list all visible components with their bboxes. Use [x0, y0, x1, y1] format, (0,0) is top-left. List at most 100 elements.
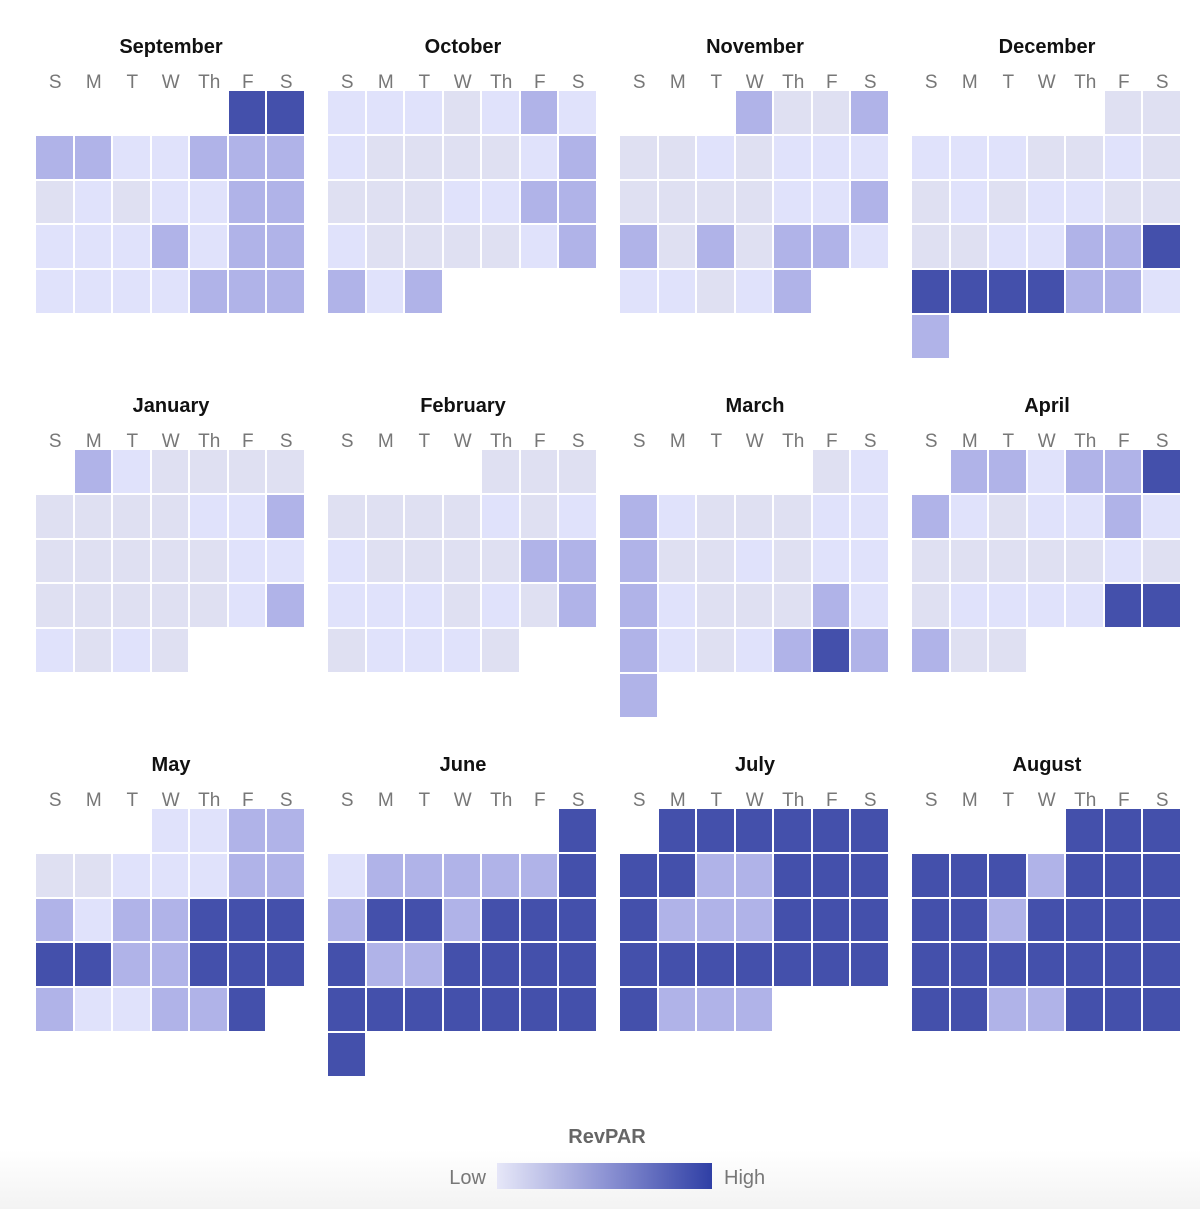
day-cell[interactable] — [151, 629, 188, 672]
day-cell[interactable] — [1143, 943, 1180, 987]
day-cell[interactable] — [620, 135, 657, 179]
day-cell[interactable] — [405, 584, 442, 628]
day-cell[interactable] — [151, 853, 188, 897]
day-cell[interactable] — [1066, 270, 1103, 313]
day-cell[interactable] — [267, 270, 304, 313]
day-cell[interactable] — [190, 270, 227, 313]
day-cell[interactable] — [851, 629, 888, 672]
day-cell[interactable] — [1104, 135, 1141, 179]
day-cell[interactable] — [735, 225, 772, 269]
day-cell[interactable] — [228, 898, 265, 942]
day-cell[interactable] — [774, 225, 811, 269]
day-cell[interactable] — [520, 225, 557, 269]
day-cell[interactable] — [1066, 225, 1103, 269]
day-cell[interactable] — [989, 135, 1026, 179]
day-cell[interactable] — [482, 943, 519, 987]
day-cell[interactable] — [74, 270, 111, 313]
day-cell[interactable] — [1143, 584, 1180, 628]
day-cell[interactable] — [912, 853, 949, 897]
day-cell[interactable] — [559, 494, 596, 538]
day-cell[interactable] — [482, 853, 519, 897]
day-cell[interactable] — [1027, 135, 1064, 179]
day-cell[interactable] — [113, 584, 150, 628]
day-cell[interactable] — [1027, 853, 1064, 897]
day-cell[interactable] — [559, 584, 596, 628]
day-cell[interactable] — [74, 225, 111, 269]
day-cell[interactable] — [697, 180, 734, 224]
day-cell[interactable] — [36, 853, 73, 897]
day-cell[interactable] — [851, 180, 888, 224]
day-cell[interactable] — [74, 584, 111, 628]
day-cell[interactable] — [559, 450, 596, 493]
day-cell[interactable] — [735, 584, 772, 628]
day-cell[interactable] — [697, 809, 734, 852]
day-cell[interactable] — [912, 315, 949, 358]
day-cell[interactable] — [520, 539, 557, 583]
day-cell[interactable] — [950, 629, 987, 672]
day-cell[interactable] — [267, 809, 304, 852]
day-cell[interactable] — [697, 853, 734, 897]
day-cell[interactable] — [989, 450, 1026, 493]
day-cell[interactable] — [443, 539, 480, 583]
day-cell[interactable] — [735, 91, 772, 134]
day-cell[interactable] — [989, 225, 1026, 269]
day-cell[interactable] — [620, 494, 657, 538]
day-cell[interactable] — [328, 225, 365, 269]
day-cell[interactable] — [328, 943, 365, 987]
day-cell[interactable] — [151, 450, 188, 493]
day-cell[interactable] — [267, 584, 304, 628]
day-cell[interactable] — [36, 225, 73, 269]
day-cell[interactable] — [1143, 853, 1180, 897]
day-cell[interactable] — [912, 988, 949, 1031]
day-cell[interactable] — [366, 853, 403, 897]
day-cell[interactable] — [1027, 180, 1064, 224]
day-cell[interactable] — [697, 270, 734, 313]
day-cell[interactable] — [620, 584, 657, 628]
day-cell[interactable] — [113, 135, 150, 179]
day-cell[interactable] — [405, 225, 442, 269]
day-cell[interactable] — [190, 450, 227, 493]
day-cell[interactable] — [912, 135, 949, 179]
day-cell[interactable] — [151, 270, 188, 313]
day-cell[interactable] — [366, 225, 403, 269]
day-cell[interactable] — [520, 898, 557, 942]
day-cell[interactable] — [812, 584, 849, 628]
day-cell[interactable] — [697, 494, 734, 538]
day-cell[interactable] — [950, 135, 987, 179]
day-cell[interactable] — [658, 225, 695, 269]
day-cell[interactable] — [520, 584, 557, 628]
day-cell[interactable] — [113, 898, 150, 942]
day-cell[interactable] — [328, 539, 365, 583]
day-cell[interactable] — [405, 853, 442, 897]
day-cell[interactable] — [989, 943, 1026, 987]
day-cell[interactable] — [851, 943, 888, 987]
day-cell[interactable] — [1143, 91, 1180, 134]
day-cell[interactable] — [328, 584, 365, 628]
day-cell[interactable] — [190, 225, 227, 269]
day-cell[interactable] — [912, 494, 949, 538]
day-cell[interactable] — [1143, 898, 1180, 942]
day-cell[interactable] — [366, 584, 403, 628]
day-cell[interactable] — [443, 853, 480, 897]
day-cell[interactable] — [620, 943, 657, 987]
day-cell[interactable] — [520, 494, 557, 538]
day-cell[interactable] — [74, 539, 111, 583]
day-cell[interactable] — [1066, 450, 1103, 493]
day-cell[interactable] — [1027, 988, 1064, 1031]
day-cell[interactable] — [1104, 91, 1141, 134]
day-cell[interactable] — [520, 943, 557, 987]
day-cell[interactable] — [950, 539, 987, 583]
day-cell[interactable] — [774, 494, 811, 538]
day-cell[interactable] — [1066, 853, 1103, 897]
day-cell[interactable] — [851, 494, 888, 538]
day-cell[interactable] — [520, 180, 557, 224]
day-cell[interactable] — [950, 270, 987, 313]
day-cell[interactable] — [735, 180, 772, 224]
day-cell[interactable] — [735, 539, 772, 583]
day-cell[interactable] — [1143, 809, 1180, 852]
day-cell[interactable] — [851, 91, 888, 134]
day-cell[interactable] — [735, 898, 772, 942]
day-cell[interactable] — [328, 853, 365, 897]
day-cell[interactable] — [443, 180, 480, 224]
day-cell[interactable] — [36, 539, 73, 583]
